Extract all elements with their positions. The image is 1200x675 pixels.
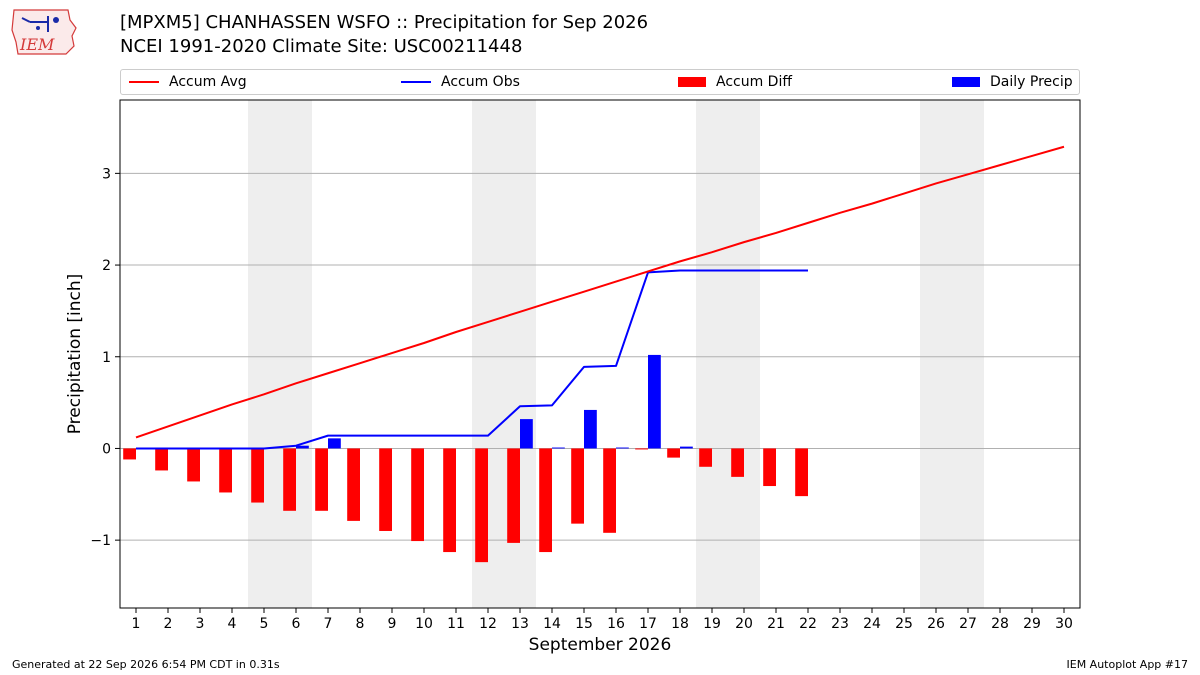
x-tick-label: 2 <box>164 616 173 632</box>
x-tick-label: 15 <box>575 616 593 632</box>
accum-diff-bar <box>731 448 744 477</box>
svg-text:IEM: IEM <box>19 35 55 54</box>
accum-diff-bar <box>411 448 424 542</box>
y-tick-label: 3 <box>102 166 111 182</box>
legend-label-accum-obs: Accum Obs <box>441 74 520 90</box>
x-tick-label: 27 <box>959 616 977 632</box>
x-tick-label: 4 <box>228 616 237 632</box>
accum-diff-bar <box>763 448 776 487</box>
daily-precip-bar <box>328 438 341 449</box>
accum-diff-bar <box>219 448 232 493</box>
x-tick-label: 9 <box>388 616 397 632</box>
daily-precip-bar <box>616 447 629 449</box>
x-tick-label: 13 <box>511 616 529 632</box>
footer-app-text: IEM Autoplot App #17 <box>1066 658 1189 671</box>
legend-label-daily-precip: Daily Precip <box>990 74 1073 90</box>
accum-diff-bar <box>507 448 520 543</box>
accum-diff-bar <box>347 448 360 521</box>
daily-precip-bar <box>584 409 597 449</box>
x-tick-label: 17 <box>639 616 657 632</box>
accum-avg-line <box>135 145 1065 439</box>
accum-diff-bar <box>379 448 392 531</box>
x-tick-label: 30 <box>1055 616 1073 632</box>
x-tick-label: 20 <box>735 616 753 632</box>
x-tick-label: 12 <box>479 616 497 632</box>
y-tick-label: 1 <box>102 350 111 366</box>
accum-diff-bar <box>667 448 680 458</box>
accum-diff-bar <box>699 448 712 467</box>
accum-diff-bar <box>187 448 200 482</box>
legend-item-daily-precip: Daily Precip <box>952 70 1073 94</box>
daily-precip-bar <box>680 446 693 449</box>
legend-label-accum-diff: Accum Diff <box>716 74 793 90</box>
x-tick-label: 8 <box>356 616 365 632</box>
accum-diff-bar <box>315 448 328 511</box>
x-axis-label: September 2026 <box>529 635 672 655</box>
chart-title: [MPXM5] CHANHASSEN WSFO :: Precipitation… <box>120 12 649 33</box>
legend-swatch-daily-precip <box>952 77 980 87</box>
footer-generated-text: Generated at 22 Sep 2026 6:54 PM CDT in … <box>12 658 280 671</box>
daily-precip-bar <box>648 354 661 449</box>
x-tick-label: 3 <box>196 616 205 632</box>
x-tick-label: 23 <box>831 616 849 632</box>
legend-item-accum-avg: Accum Avg <box>129 70 247 94</box>
x-tick-label: 25 <box>895 616 913 632</box>
legend-swatch-accum-obs <box>401 81 431 83</box>
x-tick-label: 10 <box>415 616 433 632</box>
legend-item-accum-obs: Accum Obs <box>401 70 520 94</box>
x-tick-label: 5 <box>260 616 269 632</box>
x-tick-label: 11 <box>447 616 465 632</box>
x-tick-label: 14 <box>543 616 561 632</box>
x-tick-label: 21 <box>767 616 785 632</box>
accum-diff-bar <box>155 448 168 471</box>
legend-swatch-accum-diff <box>678 77 706 87</box>
x-tick-label: 16 <box>607 616 625 632</box>
accum-diff-bar <box>283 448 296 511</box>
x-tick-label: 7 <box>324 616 333 632</box>
x-tick-label: 18 <box>671 616 689 632</box>
x-tick-label: 6 <box>292 616 301 632</box>
x-tick-label: 19 <box>703 616 721 632</box>
daily-precip-bar <box>296 445 309 449</box>
x-tick-label: 22 <box>799 616 817 632</box>
iem-logo: IEM <box>11 9 77 55</box>
legend: Accum Avg Accum Obs Accum Diff Daily Pre… <box>120 69 1080 95</box>
y-tick-label: 0 <box>102 441 111 457</box>
chart-subtitle: NCEI 1991-2020 Climate Site: USC00211448 <box>120 36 523 57</box>
x-tick-label: 26 <box>927 616 945 632</box>
accum-diff-bar <box>251 448 264 503</box>
daily-precip-bar <box>520 419 533 449</box>
x-tick-label: 1 <box>132 616 141 632</box>
accum-diff-bar <box>123 448 136 460</box>
accum-diff-bar <box>603 448 616 533</box>
accum-diff-bar <box>795 448 808 497</box>
weekend-shade <box>920 100 984 608</box>
y-tick-label: 2 <box>102 258 111 274</box>
accum-diff-bar <box>475 448 488 563</box>
plot-frame <box>119 99 1081 609</box>
accum-diff-bar <box>443 448 456 553</box>
accum-obs-line <box>136 269 808 450</box>
weekend-shade <box>248 100 312 608</box>
accum-diff-bar <box>571 448 584 524</box>
y-axis-label: Precipitation [inch] <box>65 274 85 435</box>
legend-item-accum-diff: Accum Diff <box>678 70 792 94</box>
x-tick-label: 29 <box>1023 616 1041 632</box>
accum-diff-bar <box>539 448 552 553</box>
legend-label-accum-avg: Accum Avg <box>169 74 247 90</box>
weekend-shade <box>696 100 760 608</box>
daily-precip-bar <box>552 447 565 449</box>
accum-diff-bar <box>635 448 648 450</box>
legend-swatch-accum-avg <box>129 81 159 83</box>
x-tick-label: 24 <box>863 616 881 632</box>
y-tick-label: −1 <box>90 533 111 549</box>
x-tick-label: 28 <box>991 616 1009 632</box>
